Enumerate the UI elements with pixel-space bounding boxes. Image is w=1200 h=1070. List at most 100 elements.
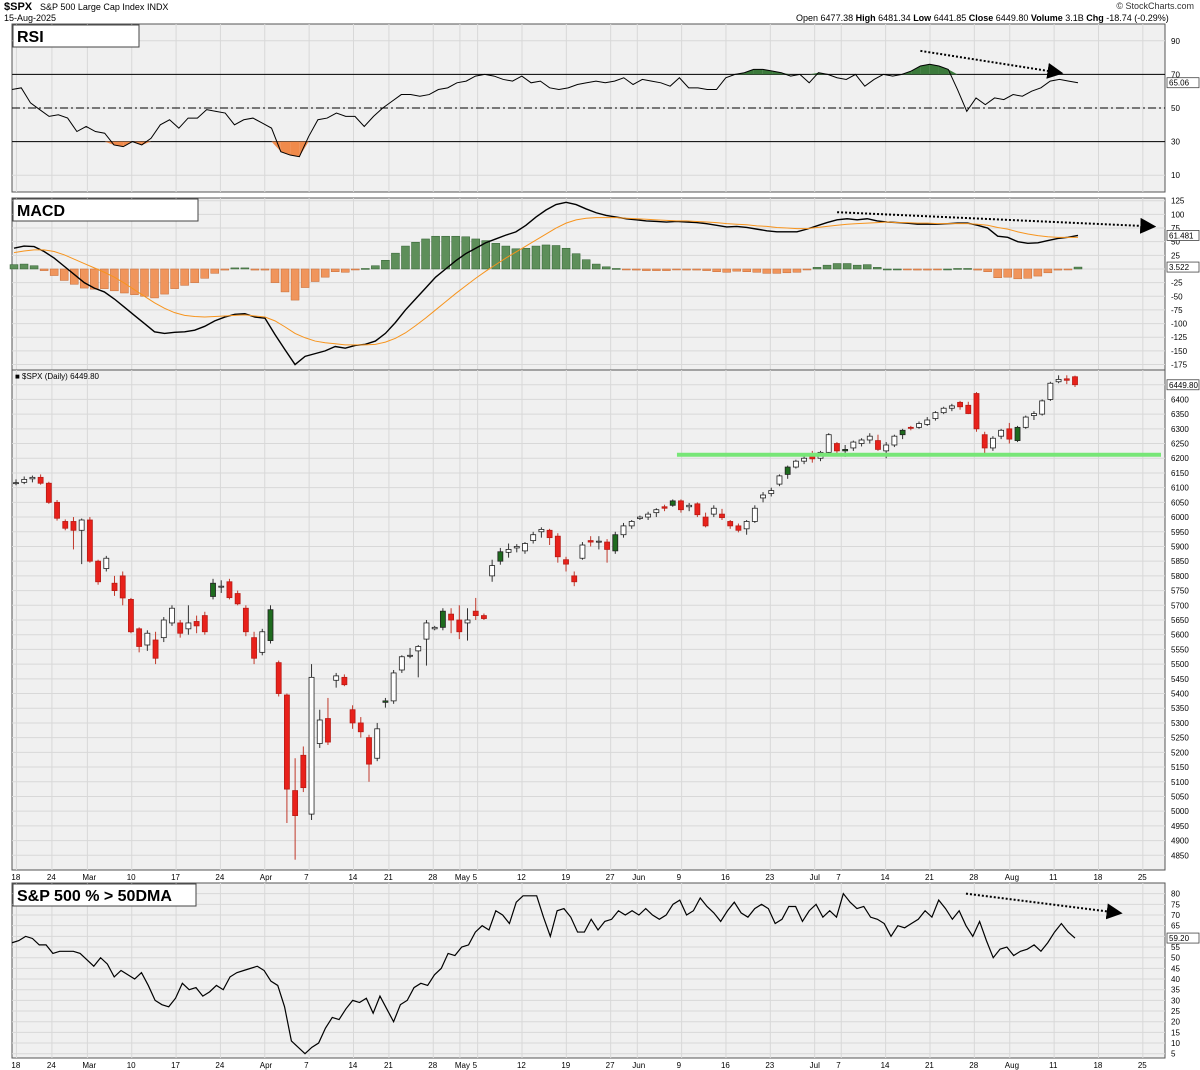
price-candle-body xyxy=(768,490,775,494)
macd-histogram-bar xyxy=(571,253,581,270)
macd-histogram-bar xyxy=(461,236,470,270)
breadth-trend-arrow xyxy=(965,892,1123,920)
breadth-xtick-label: Jul xyxy=(810,1061,820,1070)
price-candle-body xyxy=(234,593,241,605)
rsi-oversold-fill xyxy=(141,141,152,145)
breadth-xtick-label: 18 xyxy=(11,1061,20,1070)
macd-histogram-bar xyxy=(822,264,832,270)
rsi-overbought-fill xyxy=(762,69,773,75)
macd-histogram-bar xyxy=(612,268,621,270)
breadth-frame xyxy=(11,882,1166,1059)
price-ytick-label: 5350 xyxy=(1171,704,1189,713)
macd-histogram-bar xyxy=(451,235,460,270)
price-candle-body xyxy=(825,434,832,453)
macd-hist-last-box xyxy=(1166,261,1200,273)
price-candle-body xyxy=(916,423,922,428)
price-candle-body xyxy=(439,610,446,628)
macd-histogram-bar xyxy=(180,268,189,286)
macd-histogram-bar xyxy=(531,245,541,270)
breadth-xtick-label: May xyxy=(455,1061,470,1070)
price-candle-body xyxy=(464,619,471,624)
price-candle-body xyxy=(998,429,1005,437)
macd-histogram-bar xyxy=(190,268,199,283)
macd-histogram-bar xyxy=(862,264,872,270)
price-xtick-label: 5 xyxy=(473,873,478,882)
price-candle-body xyxy=(776,475,783,485)
macd-trend-arrow xyxy=(837,211,1157,234)
macd-last-box xyxy=(1166,230,1200,241)
rsi-ytick-label: 50 xyxy=(1171,104,1180,113)
macd-title: MACD xyxy=(17,203,65,220)
price-candle-body xyxy=(513,546,520,549)
price-ytick-label: 5250 xyxy=(1171,734,1189,743)
price-xtick-label: 10 xyxy=(127,873,136,882)
macd-histogram-bar xyxy=(772,268,782,274)
price-candle-body xyxy=(1031,413,1037,416)
macd-histogram-bar xyxy=(983,268,992,272)
rsi-overbought-fill xyxy=(753,69,763,75)
macd-histogram-bar xyxy=(792,268,802,273)
breadth-ytick-label: 75 xyxy=(1171,900,1180,909)
macd-histogram-bar xyxy=(722,268,731,273)
price-candle-body xyxy=(637,516,643,519)
breadth-xtick-label: 19 xyxy=(561,1061,570,1070)
price-xtick-label: Aug xyxy=(1005,873,1019,882)
macd-histogram-bar xyxy=(852,264,862,270)
breadth-xtick-label: 9 xyxy=(677,1061,682,1070)
price-candle-body xyxy=(119,575,126,599)
macd-histogram-bar xyxy=(551,245,561,270)
macd-hist-last-value: 3.522 xyxy=(1169,263,1190,272)
macd-histogram-bar xyxy=(601,266,611,270)
price-candle-body xyxy=(415,646,422,652)
price-ytick-label: 6050 xyxy=(1171,498,1189,507)
rsi-ytick-label: 30 xyxy=(1171,138,1180,147)
price-candle-body xyxy=(842,449,849,452)
macd-histogram-bar xyxy=(521,247,531,270)
macd-histogram-bar xyxy=(381,259,390,270)
macd-histogram-bar xyxy=(341,268,350,273)
breadth-xtick-label: 28 xyxy=(428,1061,437,1070)
price-ytick-label: 6000 xyxy=(1171,513,1189,522)
macd-ytick-label: 75 xyxy=(1171,224,1180,233)
macd-histogram-bar xyxy=(802,268,812,271)
breadth-xtick-label: 21 xyxy=(925,1061,934,1070)
price-candle-body xyxy=(792,460,799,468)
macd-histogram-bar xyxy=(150,268,159,299)
macd-histogram-bar xyxy=(1033,268,1043,277)
price-candle-body xyxy=(858,439,865,444)
macd-histogram-bar xyxy=(39,268,49,271)
stockcharts-brand: © StockCharts.com xyxy=(1116,1,1194,11)
breadth-xtick-label: 10 xyxy=(127,1061,136,1070)
breadth-title-box xyxy=(12,883,197,907)
rsi-last-value: 65.06 xyxy=(1169,79,1190,88)
breadth-ytick-label: 10 xyxy=(1171,1039,1180,1048)
price-candle-body xyxy=(177,622,184,634)
price-candle-body xyxy=(522,543,528,552)
price-candle-body xyxy=(719,513,725,519)
price-xtick-label: 9 xyxy=(677,873,682,882)
index-name: S&P 500 Large Cap Index INDX xyxy=(40,2,169,12)
breadth-xtick-label: 25 xyxy=(1138,1061,1147,1070)
macd-last-value: 61.481 xyxy=(1169,231,1194,240)
macd-histogram-bar xyxy=(280,268,290,293)
breadth-ytick-label: 25 xyxy=(1171,1007,1180,1016)
macd-histogram-bar xyxy=(762,268,772,274)
price-candle-body xyxy=(661,506,668,509)
breadth-ytick-label: 35 xyxy=(1171,986,1180,995)
breadth-ytick-label: 15 xyxy=(1171,1028,1180,1037)
price-candle-body xyxy=(267,609,274,641)
macd-histogram-bar xyxy=(561,247,571,270)
breadth-xtick-label: Jun xyxy=(632,1061,645,1070)
macd-histogram-bar xyxy=(812,267,822,270)
price-candle-body xyxy=(349,709,356,724)
price-candle-body xyxy=(645,513,652,518)
rsi-oversold-fill xyxy=(290,141,300,157)
rsi-overbought-fill xyxy=(911,66,921,75)
rsi-overbought-fill xyxy=(929,64,939,75)
macd-histogram-bar xyxy=(1003,268,1012,278)
price-last-box xyxy=(1166,379,1200,391)
price-candle-body xyxy=(653,509,660,514)
price-candle-body xyxy=(259,631,266,653)
breadth-xtick-label: 16 xyxy=(721,1061,730,1070)
price-candle-body xyxy=(218,585,225,588)
